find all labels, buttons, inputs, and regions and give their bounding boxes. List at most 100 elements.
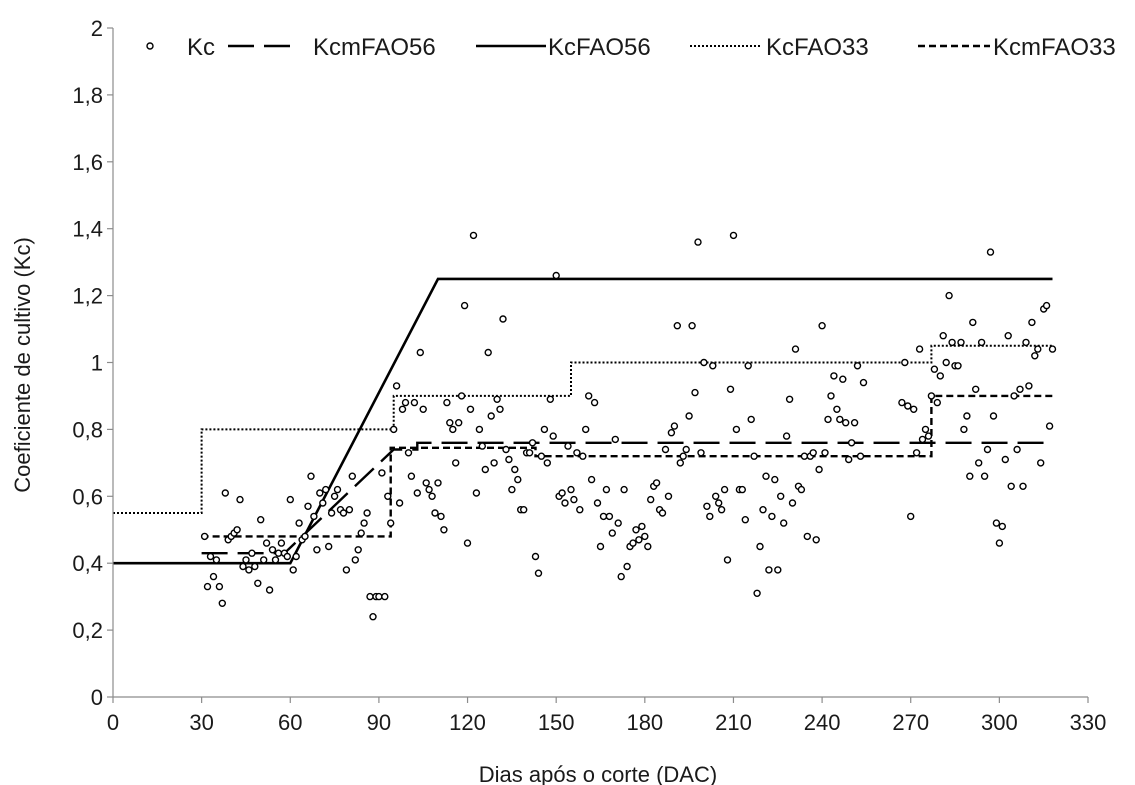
data-point [998,522,1006,531]
data-point [927,392,936,400]
data-point [292,552,300,561]
legend: Kc KcmFAO56 KcFAO56 KcFAO33 KcmFAO33 [146,34,1116,61]
data-point [366,592,374,601]
data-point [652,479,661,487]
data-point [771,475,779,484]
data-point [313,546,321,554]
data-point [842,419,850,427]
data-point [924,432,933,440]
data-point [936,372,944,380]
data-point [1010,392,1018,400]
data-point [756,542,764,551]
data-point [942,358,950,367]
data-point [357,529,365,537]
data-point [983,445,992,454]
data-point [605,512,614,521]
x-tick-label: 30 [189,710,213,735]
data-point [319,499,327,507]
data-point [271,556,280,564]
data-point [1019,482,1027,490]
data-point [437,512,445,521]
x-tick-label: 150 [538,710,575,735]
x-axis-title: Dias após o corte (DAC) [479,762,717,785]
data-point [257,516,265,524]
data-point [254,579,262,587]
data-point [915,345,924,353]
data-point [585,392,593,400]
data-point [381,592,389,601]
data-point [463,539,472,547]
x-tick-label: 60 [278,710,302,735]
data-point [528,439,537,447]
data-point [682,445,690,454]
data-point [384,492,392,500]
data-point [963,412,971,420]
data-point [360,519,368,527]
data-point [416,348,424,357]
data-point [472,489,481,497]
data-point [797,485,806,494]
data-point [918,435,927,444]
data-point [945,291,953,300]
data-point [478,442,486,450]
data-point [520,506,528,514]
data-point [972,385,980,393]
data-point [729,231,738,240]
data-point [342,566,351,574]
data-point [901,358,909,367]
data-point [505,455,513,464]
data-point [966,472,974,480]
data-point [502,445,510,454]
data-point [499,315,507,323]
data-point [307,472,315,480]
data-point [910,405,918,413]
data-point [676,459,684,467]
data-point [387,519,395,527]
data-point [390,425,398,434]
data-point [750,452,758,460]
data-point [425,485,433,494]
data-point [703,502,711,510]
data-point [431,509,439,517]
data-point [821,449,829,457]
data-point [579,452,587,460]
data-point [325,542,333,551]
data-point [980,472,989,480]
data-point [815,465,823,474]
data-point [484,348,492,357]
data-point [564,442,572,450]
x-tick-label: 210 [715,710,752,735]
data-point [641,532,649,541]
data-point [310,512,318,521]
x-tick-label: 270 [892,710,929,735]
data-point [602,485,611,494]
data-point [330,492,339,500]
data-point [939,332,947,340]
data-point [694,238,702,246]
y-tick-label: 0,6 [72,484,103,509]
data-point [339,509,348,517]
data-point [738,485,746,494]
data-point [274,549,283,557]
data-point [777,492,785,500]
data-point [617,572,625,581]
data-point [712,492,720,500]
data-point [723,556,732,564]
data-point [747,415,755,424]
data-point [260,556,268,564]
data-point [930,365,939,373]
data-point [1016,385,1024,393]
data-point [614,519,622,527]
data-point [363,509,371,517]
data-point [567,485,575,494]
data-point [762,472,770,480]
data-point [856,452,865,460]
data-point [587,475,596,484]
data-point [490,459,498,467]
data-point [759,506,767,514]
data-point [960,425,968,434]
data-point [732,425,741,434]
y-tick-label: 2 [91,16,103,41]
data-point [847,439,856,447]
data-point [833,405,841,413]
